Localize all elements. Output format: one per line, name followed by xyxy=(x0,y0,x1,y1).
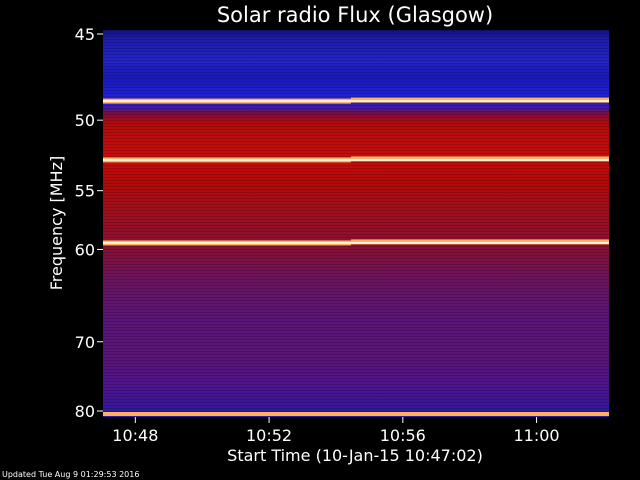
y-axis-label: Frequency [MHz] xyxy=(47,156,66,290)
emission-line-core-1 xyxy=(103,158,609,161)
x-tick-label: 10:56 xyxy=(380,426,426,445)
spectrogram-bands xyxy=(103,97,609,416)
chart-title: Solar radio Flux (Glasgow) xyxy=(217,3,493,27)
x-tick-label: 10:48 xyxy=(112,426,158,445)
y-tick-label: 50 xyxy=(75,111,95,130)
y-tick-label: 45 xyxy=(75,25,95,44)
y-tick-label: 55 xyxy=(75,182,95,201)
y-axis-ticks: 45 50 55 60 70 80 xyxy=(75,25,103,421)
y-tick-label: 80 xyxy=(75,402,95,421)
y-tick-label: 60 xyxy=(75,240,95,259)
updated-timestamp: Updated Tue Aug 9 01:29:53 2016 xyxy=(2,470,140,479)
bottom-edge-line xyxy=(103,412,609,416)
emission-line-core-0 xyxy=(103,100,609,103)
emission-line-core-2 xyxy=(103,241,609,244)
x-tick-label: 11:00 xyxy=(514,426,560,445)
x-tick-label: 10:52 xyxy=(246,426,292,445)
spectrogram-texture xyxy=(103,30,609,417)
x-axis-ticks: 10:48 10:52 10:56 11:00 xyxy=(112,417,560,445)
x-axis-label: Start Time (10-Jan-15 10:47:02) xyxy=(227,446,483,465)
y-tick-label: 70 xyxy=(75,333,95,352)
